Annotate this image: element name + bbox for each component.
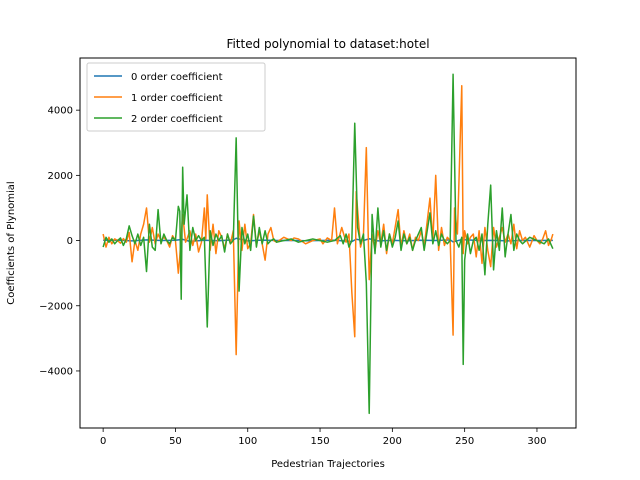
- chart-title: Fitted polynomial to dataset:hotel: [226, 37, 429, 51]
- x-tick-label: 250: [455, 436, 474, 447]
- legend-label-s1: 1 order coefficient: [131, 93, 223, 104]
- x-axis-ticks: 0 50 100 150 200 250 300: [100, 428, 547, 447]
- x-tick-label: 50: [169, 436, 182, 447]
- legend: 0 order coefficient 1 order coefficient …: [86, 62, 266, 132]
- legend-label-s2: 2 order coefficient: [131, 114, 223, 125]
- series-line-2: [102, 73, 554, 415]
- legend-label-s0: 0 order coefficient: [131, 72, 223, 83]
- plot-lines: [102, 73, 554, 415]
- x-tick-label: 100: [238, 436, 257, 447]
- y-tick-label: 0: [67, 236, 73, 247]
- x-tick-label: 0: [100, 436, 106, 447]
- x-tick-label: 300: [527, 436, 546, 447]
- y-axis-ticks: −4000 −2000 0 2000 4000: [39, 106, 80, 377]
- x-tick-label: 200: [383, 436, 402, 447]
- y-axis-label: Coefficients of Plynomial: [6, 181, 17, 304]
- y-tick-label: 4000: [48, 106, 73, 117]
- plot-frame: [79, 57, 577, 429]
- y-tick-label: 2000: [48, 171, 73, 182]
- x-tick-label: 150: [310, 436, 329, 447]
- y-tick-label: −4000: [39, 366, 73, 377]
- x-axis-label: Pedestrian Trajectories: [271, 459, 385, 470]
- y-tick-label: −2000: [39, 301, 73, 312]
- legend-frame: [86, 62, 266, 132]
